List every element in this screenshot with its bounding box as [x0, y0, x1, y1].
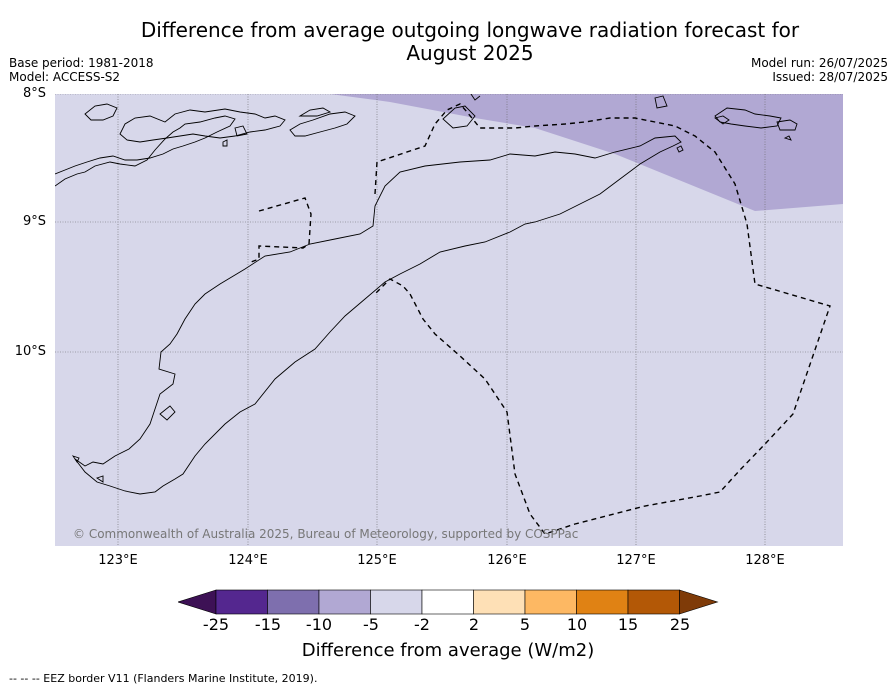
- colorbar-tick-label: 5: [519, 615, 531, 634]
- lon-label-125e: 125°E: [357, 553, 397, 568]
- colorbar-segment: [524, 589, 577, 615]
- meta-right: Model run: 26/07/2025 Issued: 28/07/2025: [751, 56, 888, 84]
- colorbar-tick-label: -15: [254, 615, 282, 634]
- colorbar-segment: [627, 589, 680, 615]
- colorbar-tick-label: 2: [468, 615, 480, 634]
- lon-label-124e: 124°E: [228, 553, 268, 568]
- colorbar-extend-high: [679, 589, 719, 615]
- gridlines: [55, 94, 843, 546]
- colorbar-tick-label: -5: [363, 615, 379, 634]
- lon-label-128e: 128°E: [745, 553, 785, 568]
- map-title: Difference from average outgoing longwav…: [110, 19, 830, 65]
- map-panel: [55, 94, 843, 546]
- colorbar-tick-label: -25: [202, 615, 230, 634]
- footnote-text: -- -- -- EEZ border V11 (Flanders Marine…: [9, 672, 318, 685]
- colorbar-segment: [215, 589, 268, 615]
- colorbar-tick-label: 10: [566, 615, 588, 634]
- anomaly-patch: [330, 94, 843, 211]
- colorbar-segment: [473, 589, 526, 615]
- colorbar-segment: [370, 589, 423, 615]
- model-text: Model: ACCESS-S2: [9, 70, 121, 84]
- colorbar-tick-label: -2: [414, 615, 430, 634]
- colorbar-label: Difference from average (W/m2): [301, 640, 595, 661]
- eez-border: [250, 103, 831, 535]
- colorbar-tick-label: -10: [305, 615, 333, 634]
- base-period-text: Base period: 1981-2018: [9, 56, 154, 70]
- colorbar-segment: [421, 589, 474, 615]
- title-line-2: August 2025: [406, 41, 534, 65]
- meta-left: Base period: 1981-2018 Model: ACCESS-S2: [9, 56, 154, 84]
- lat-label-9s: 9°S: [22, 214, 46, 229]
- issued-text: Issued: 28/07/2025: [772, 70, 888, 84]
- colorbar-segment: [576, 589, 629, 615]
- colorbar-segment: [318, 589, 371, 615]
- coastlines: [55, 94, 798, 495]
- lon-label-123e: 123°E: [98, 553, 138, 568]
- lon-label-127e: 127°E: [616, 553, 656, 568]
- colorbar-extend-low: [178, 589, 217, 615]
- lat-label-10s: 10°S: [14, 344, 46, 359]
- colorbar-tick-label: 25: [669, 615, 691, 634]
- copyright-text: © Commonwealth of Australia 2025, Bureau…: [73, 527, 579, 541]
- lat-label-8s: 8°S: [22, 86, 46, 101]
- colorbar: [178, 589, 719, 615]
- lon-label-126e: 126°E: [487, 553, 527, 568]
- title-line-1: Difference from average outgoing longwav…: [140, 18, 800, 42]
- colorbar-tick-label: 15: [617, 615, 639, 634]
- colorbar-segment: [267, 589, 320, 615]
- model-run-text: Model run: 26/07/2025: [750, 56, 888, 70]
